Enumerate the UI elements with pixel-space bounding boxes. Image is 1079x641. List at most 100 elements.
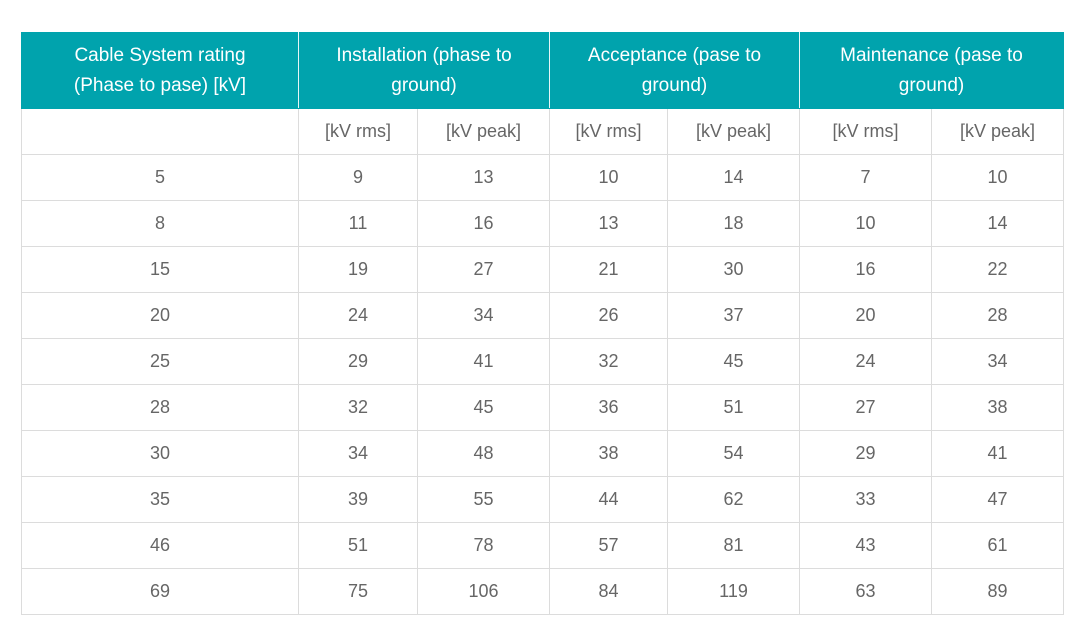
data-cell: 18 <box>667 200 800 247</box>
data-cell: 7 <box>799 154 932 201</box>
data-row: 8 11 16 13 18 10 14 <box>21 200 1065 247</box>
data-cell: 24 <box>298 292 418 339</box>
data-cell: 8 <box>21 200 299 247</box>
data-cell: 34 <box>417 292 550 339</box>
data-table: Cable System rating (Phase to pase) [kV] I… <box>21 32 1065 615</box>
header-text: ground) <box>391 74 457 96</box>
data-cell: 119 <box>667 568 800 615</box>
data-cell: 57 <box>549 522 668 569</box>
data-cell: 13 <box>549 200 668 247</box>
data-cell: 28 <box>21 384 299 431</box>
header-cell: Acceptance (pase to ground) <box>549 32 800 109</box>
header-text: Installation (phase to <box>336 44 512 66</box>
data-row: 15 19 27 21 30 16 22 <box>21 246 1065 293</box>
data-cell: 39 <box>298 476 418 523</box>
data-cell: 45 <box>667 338 800 385</box>
header-cell: Maintenance (pase to ground) <box>798 32 1065 109</box>
data-row: 25 29 41 32 45 24 34 <box>21 338 1065 385</box>
header-cell: Cable System rating (Phase to pase) [kV] <box>21 32 299 109</box>
data-row: 30 34 48 38 54 29 41 <box>21 430 1065 477</box>
data-cell: 32 <box>298 384 418 431</box>
data-cell: 45 <box>417 384 550 431</box>
data-row: 5 9 13 10 14 7 10 <box>21 154 1065 201</box>
data-cell: 48 <box>417 430 550 477</box>
units-cell: [kV rms] <box>799 108 932 155</box>
data-cell: 24 <box>799 338 932 385</box>
header-text: ground) <box>898 74 965 96</box>
data-cell: 32 <box>549 338 668 385</box>
data-cell: 27 <box>417 246 550 293</box>
data-cell: 21 <box>549 246 668 293</box>
data-cell: 30 <box>21 430 299 477</box>
header-text: Cable System rating <box>74 44 246 66</box>
data-cell: 15 <box>21 246 299 293</box>
data-cell: 38 <box>930 384 1065 431</box>
data-cell: 55 <box>417 476 550 523</box>
units-row: [kV rms] [kV peak] [kV rms] [kV peak] [kV rm… <box>21 108 1065 155</box>
header-text: ground) <box>641 74 708 96</box>
table-body: [kV rms] [kV peak] [kV rms] [kV peak] [kV rm… <box>21 108 1065 615</box>
data-cell: 11 <box>298 200 418 247</box>
data-cell: 38 <box>549 430 668 477</box>
data-cell: 25 <box>21 338 299 385</box>
data-cell: 16 <box>799 246 932 293</box>
data-cell: 20 <box>21 292 299 339</box>
data-row: 35 39 55 44 62 33 47 <box>21 476 1065 523</box>
data-cell: 34 <box>930 338 1065 385</box>
data-cell: 51 <box>298 522 418 569</box>
data-cell: 29 <box>298 338 418 385</box>
units-cell: [kV rms] <box>549 108 668 155</box>
data-cell: 47 <box>930 476 1065 523</box>
data-cell: 14 <box>930 200 1065 247</box>
data-cell: 10 <box>549 154 668 201</box>
header-text: (Phase to pase) [kV] <box>73 74 247 96</box>
data-cell: 51 <box>667 384 800 431</box>
data-cell: 84 <box>549 568 668 615</box>
data-cell: 27 <box>799 384 932 431</box>
data-cell: 63 <box>799 568 932 615</box>
units-cell: [kV peak] <box>417 108 550 155</box>
data-cell: 81 <box>667 522 800 569</box>
data-cell: 46 <box>21 522 299 569</box>
units-cell <box>21 108 299 155</box>
data-cell: 41 <box>417 338 550 385</box>
data-cell: 22 <box>930 246 1065 293</box>
data-cell: 29 <box>799 430 932 477</box>
table-header: Cable System rating (Phase to pase) [kV] I… <box>21 32 1065 109</box>
data-cell: 75 <box>298 568 418 615</box>
data-cell: 33 <box>799 476 932 523</box>
data-cell: 13 <box>417 154 550 201</box>
units-cell: [kV rms] <box>298 108 418 155</box>
header-text: Maintenance (pase to <box>840 44 1023 66</box>
data-cell: 43 <box>799 522 932 569</box>
data-cell: 19 <box>298 246 418 293</box>
data-cell: 30 <box>667 246 800 293</box>
data-cell: 69 <box>21 568 299 615</box>
header-text: Acceptance (pase to <box>587 44 762 66</box>
data-cell: 37 <box>667 292 800 339</box>
data-cell: 89 <box>930 568 1065 615</box>
data-cell: 10 <box>930 154 1065 201</box>
data-cell: 34 <box>298 430 418 477</box>
data-row: 28 32 45 36 51 27 38 <box>21 384 1065 431</box>
data-cell: 20 <box>799 292 932 339</box>
data-cell: 16 <box>417 200 550 247</box>
data-row: 69 75 106 84 119 63 89 <box>21 568 1065 615</box>
data-cell: 35 <box>21 476 299 523</box>
data-cell: 28 <box>930 292 1065 339</box>
header-row: Cable System rating (Phase to pase) [kV] I… <box>21 32 1065 109</box>
data-cell: 44 <box>549 476 668 523</box>
data-cell: 14 <box>667 154 800 201</box>
data-cell: 36 <box>549 384 668 431</box>
header-cell: Installation (phase to ground) <box>298 32 550 109</box>
data-cell: 78 <box>417 522 550 569</box>
data-cell: 62 <box>667 476 800 523</box>
units-cell: [kV peak] <box>667 108 800 155</box>
data-cell: 61 <box>930 522 1065 569</box>
data-row: 46 51 78 57 81 43 61 <box>21 522 1065 569</box>
data-row: 20 24 34 26 37 20 28 <box>21 292 1065 339</box>
data-cell: 54 <box>667 430 800 477</box>
data-cell: 106 <box>417 568 550 615</box>
data-cell: 5 <box>21 154 299 201</box>
units-cell: [kV peak] <box>930 108 1065 155</box>
